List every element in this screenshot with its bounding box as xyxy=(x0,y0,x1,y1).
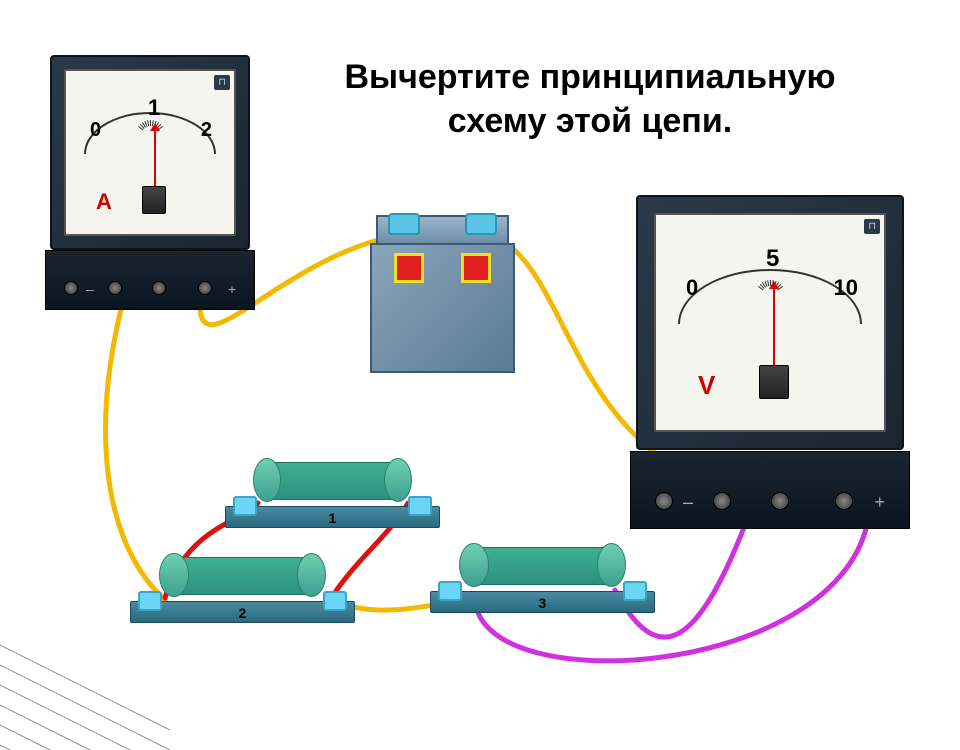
voltmeter-plus: + xyxy=(874,492,885,513)
ammeter-letter: A xyxy=(96,189,112,215)
title-line2: схему этой цепи. xyxy=(448,102,732,140)
battery xyxy=(370,215,515,345)
ammeter-plus: + xyxy=(228,281,236,297)
battery-terminal-right xyxy=(465,213,497,235)
voltmeter-minus: – xyxy=(683,492,693,513)
resistor-1: 1 xyxy=(225,460,440,530)
ammeter-scale-0: 0 xyxy=(90,119,101,142)
voltmeter: ⊓ 0 5 10 V – + xyxy=(630,195,910,530)
battery-terminal-left xyxy=(388,213,420,235)
ammeter-scale-1: 1 xyxy=(148,95,160,121)
battery-contact-left xyxy=(394,253,424,283)
voltmeter-scale-1: 5 xyxy=(766,245,779,273)
voltmeter-scale-2: 10 xyxy=(834,275,858,301)
title-line1: Вычертите принципиальную xyxy=(345,58,836,96)
meter-brand: ⊓ xyxy=(214,75,230,90)
ammeter: ⊓ 0 1 2 A – + xyxy=(45,55,255,310)
resistor-2: 2 xyxy=(130,555,355,625)
voltmeter-letter: V xyxy=(698,370,715,401)
voltmeter-needle xyxy=(773,287,775,367)
resistor-3: 3 xyxy=(430,545,655,615)
voltmeter-brand: ⊓ xyxy=(864,219,880,234)
ammeter-needle xyxy=(154,129,156,189)
page-title: Вычертите принципиальную схему этой цепи… xyxy=(270,55,910,143)
battery-contact-right xyxy=(461,253,491,283)
ammeter-scale-2: 2 xyxy=(201,119,212,142)
ammeter-minus: – xyxy=(86,281,94,297)
voltmeter-scale-0: 0 xyxy=(686,275,698,301)
